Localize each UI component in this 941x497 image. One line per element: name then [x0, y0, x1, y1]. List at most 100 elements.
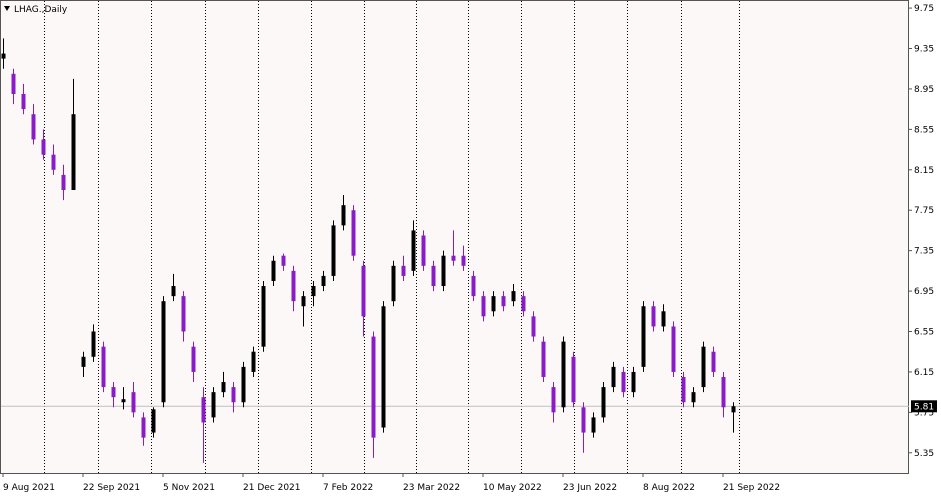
- candle-body: [551, 387, 556, 413]
- last-price-label: 5.81: [914, 402, 934, 412]
- candle-body: [521, 296, 526, 312]
- candle-body: [91, 331, 96, 357]
- last-price-box: [911, 400, 937, 413]
- candle-body: [11, 73, 16, 94]
- candle-body: [481, 296, 486, 317]
- y-tick-label: 7.35: [914, 247, 934, 257]
- candle-body: [531, 316, 536, 337]
- x-tick-label: 8 Aug 2022: [643, 483, 695, 493]
- candle-body: [671, 326, 676, 372]
- candle-body: [661, 311, 666, 327]
- candle-body: [51, 154, 56, 170]
- candle-body: [371, 336, 376, 438]
- candle-body: [431, 265, 436, 287]
- candle-body: [601, 387, 606, 418]
- candle-body: [141, 417, 146, 438]
- x-tick-label: 23 Jun 2022: [563, 483, 617, 493]
- x-tick-label: 21 Sep 2022: [723, 483, 780, 493]
- candle-body: [171, 286, 176, 297]
- chart-title: LHAG.,Daily: [14, 5, 68, 15]
- y-tick-label: 6.15: [914, 368, 934, 378]
- y-tick-label: 8.95: [914, 85, 934, 95]
- x-tick-label: 5 Nov 2021: [163, 483, 215, 493]
- y-tick-label: 8.15: [914, 166, 934, 176]
- candle-body: [261, 286, 266, 347]
- candle-body: [271, 260, 276, 281]
- candle-body: [151, 409, 156, 433]
- candle-body: [201, 397, 206, 423]
- y-tick-label: 6.55: [914, 328, 934, 338]
- candle-body: [561, 341, 566, 408]
- y-tick-label: 7.75: [914, 206, 934, 216]
- candle-body: [421, 235, 426, 266]
- candle-body: [471, 275, 476, 297]
- candle-body: [591, 417, 596, 433]
- candle-body: [231, 387, 236, 403]
- candle-body: [161, 301, 166, 403]
- candle-body: [631, 371, 636, 393]
- candle-body: [641, 306, 646, 367]
- candle-body: [251, 351, 256, 372]
- candle-body: [181, 296, 186, 332]
- y-tick-label: 5.75: [914, 408, 934, 418]
- candle-body: [131, 392, 136, 413]
- candle-body: [541, 341, 546, 377]
- candle-body: [621, 371, 626, 393]
- candle-body: [101, 346, 106, 388]
- y-tick-label: 5.35: [914, 449, 934, 459]
- candle-body: [121, 399, 126, 403]
- candle-body: [651, 306, 656, 327]
- plot-area: [0, 0, 909, 474]
- candle-body: [291, 270, 296, 302]
- y-tick-label: 6.95: [914, 287, 934, 297]
- candle-body: [391, 265, 396, 302]
- candle-body: [491, 296, 496, 312]
- candle-body: [21, 93, 26, 110]
- x-tick-label: 23 Mar 2022: [403, 483, 460, 493]
- y-tick-label: 9.35: [914, 45, 934, 55]
- candle-body: [71, 114, 76, 191]
- candle-body: [331, 225, 336, 276]
- candle-body: [191, 346, 196, 372]
- y-tick-label: 9.75: [914, 4, 934, 14]
- candle-body: [691, 392, 696, 403]
- candle-body: [241, 366, 246, 403]
- candle-body: [211, 392, 216, 418]
- menu-arrow: [4, 6, 10, 11]
- candle-body: [401, 265, 406, 276]
- candle-body: [221, 382, 226, 393]
- candle-body: [351, 210, 356, 256]
- x-tick-label: 21 Dec 2021: [243, 483, 301, 493]
- candle-body: [321, 275, 326, 287]
- candle-body: [701, 346, 706, 388]
- candle-body: [281, 255, 286, 266]
- candle-body: [1, 53, 6, 59]
- candle-body: [441, 255, 446, 287]
- x-tick-label: 10 May 2022: [483, 483, 542, 493]
- candle-body: [411, 230, 416, 271]
- candle-body: [301, 296, 306, 307]
- candle-body: [381, 306, 386, 428]
- candle-body: [581, 407, 586, 433]
- candle-body: [451, 255, 456, 261]
- x-tick-label: 9 Aug 2021: [3, 483, 55, 493]
- candle-body: [341, 205, 346, 226]
- candle-body: [461, 255, 466, 266]
- candle-body: [511, 291, 516, 302]
- candle-body: [311, 286, 316, 297]
- candle-body: [361, 265, 366, 317]
- candle-body: [731, 406, 736, 413]
- candle-body: [61, 174, 66, 191]
- candle-body: [41, 139, 46, 155]
- candle-body: [81, 356, 86, 367]
- candle-body: [571, 356, 576, 403]
- candle-body: [711, 351, 716, 372]
- candle-body: [611, 366, 616, 388]
- x-tick-label: 7 Feb 2022: [323, 483, 373, 493]
- candle-body: [501, 296, 506, 307]
- candle-body: [111, 387, 116, 398]
- y-tick-label: 8.55: [914, 125, 934, 135]
- candle-body: [31, 114, 36, 140]
- candle-body: [721, 376, 726, 408]
